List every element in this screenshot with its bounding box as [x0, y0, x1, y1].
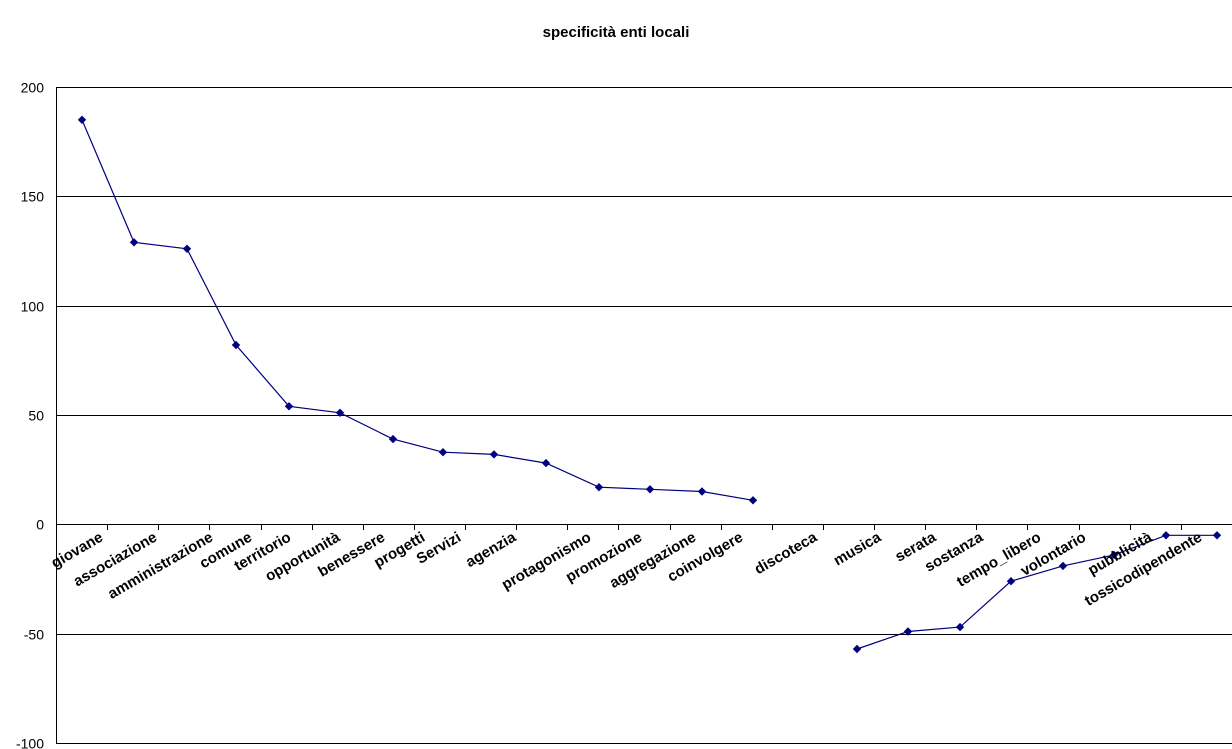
y-tick-label: 150	[21, 189, 45, 205]
series-lines	[81, 119, 1217, 650]
y-tick-label: -50	[24, 627, 44, 643]
y-tick-labels: 200 150 100 50 0 -50 -100	[16, 80, 44, 749]
y-tick-label: 200	[21, 80, 45, 96]
data-point	[284, 402, 294, 411]
x-tick-label: discoteca	[752, 528, 821, 578]
x-tick-label: musica	[831, 528, 885, 569]
x-tick-labels: giovaneassociazioneamministrazionecomune…	[48, 528, 1205, 609]
data-point	[1161, 531, 1171, 540]
chart-title: specificità enti locali	[543, 24, 690, 41]
y-tick-label: -100	[16, 736, 44, 749]
data-point	[697, 487, 707, 496]
data-point	[852, 644, 862, 654]
series-line	[856, 534, 1217, 650]
x-tick-label: agenzia	[463, 528, 520, 571]
data-point	[1212, 531, 1222, 540]
data-point	[77, 115, 87, 124]
data-point	[129, 238, 139, 247]
data-point	[541, 458, 551, 468]
data-point	[182, 244, 192, 253]
y-tick-label: 0	[36, 517, 44, 533]
data-point	[489, 450, 499, 459]
series-points	[77, 115, 1222, 654]
data-point	[594, 483, 604, 492]
axes	[56, 87, 1232, 743]
data-point	[231, 340, 241, 350]
gridlines	[56, 87, 1232, 744]
data-point	[645, 485, 655, 494]
data-point	[1006, 577, 1016, 586]
data-point	[438, 448, 448, 457]
data-point	[748, 496, 758, 505]
data-point	[335, 408, 345, 417]
y-tick-label: 100	[21, 299, 45, 315]
x-tick-label: amministrazione	[105, 529, 216, 603]
data-point	[955, 622, 965, 632]
data-point	[1109, 550, 1119, 560]
data-point	[1058, 561, 1068, 571]
y-tick-label: 50	[28, 408, 44, 424]
data-point	[388, 434, 398, 444]
data-point	[903, 627, 913, 636]
series-line	[81, 119, 754, 501]
